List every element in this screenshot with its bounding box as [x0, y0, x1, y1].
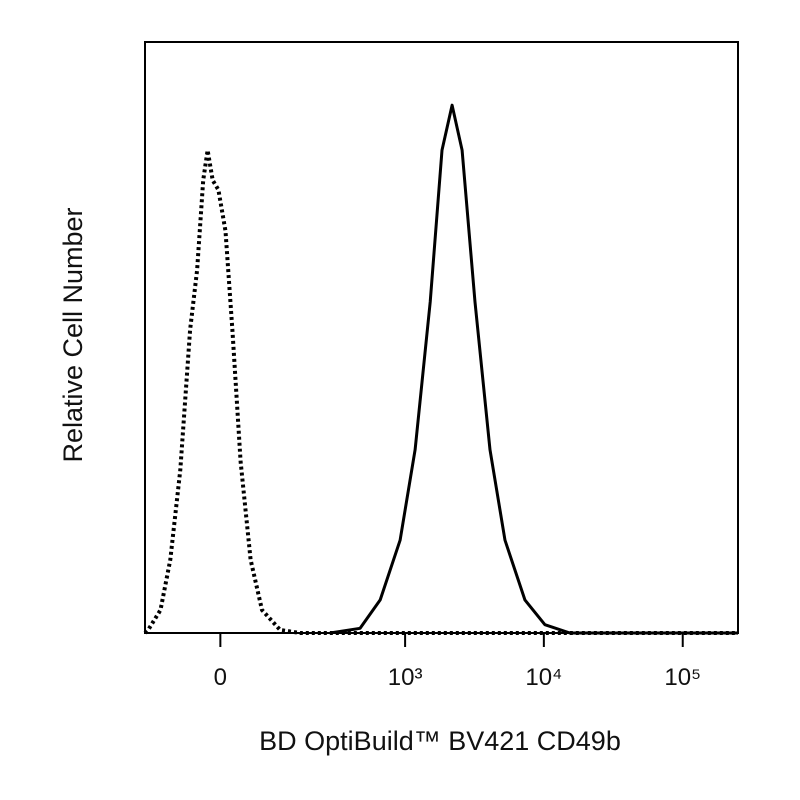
- y-axis-label: Relative Cell Number: [58, 207, 88, 462]
- x-tick-label: 10³: [388, 664, 423, 691]
- x-tick-label: 10⁴: [525, 664, 562, 691]
- x-axis-label: BD OptiBuild™ BV421 CD49b: [259, 726, 621, 756]
- x-tick-label: 10⁵: [664, 664, 701, 691]
- plot-frame: [144, 41, 739, 634]
- x-tick-label: 0: [214, 664, 227, 691]
- histogram-line: [329, 103, 738, 635]
- histogram-line: [143, 148, 738, 635]
